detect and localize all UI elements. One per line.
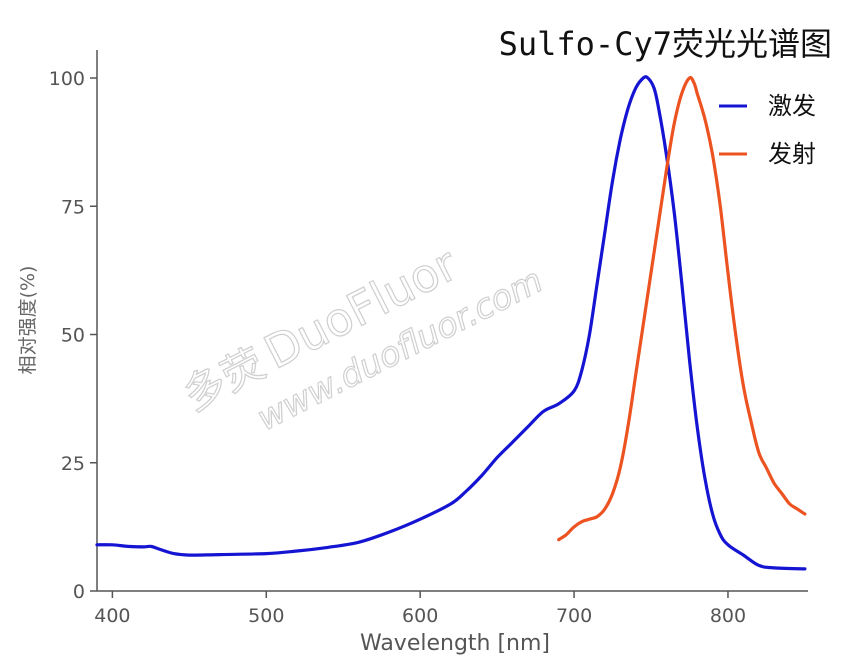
series-line-excitation (95, 75, 807, 571)
x-tick-label: 800 (710, 605, 746, 627)
x-axis-title: Wavelength [nm] (360, 631, 550, 656)
x-tick-label: 700 (556, 605, 592, 627)
x-tick-label: 500 (248, 605, 284, 627)
y-tick-label: 25 (61, 453, 85, 475)
x-tick-label: 400 (94, 605, 130, 627)
watermark: 多荧 DuoFluor www.duofluor.com (175, 236, 550, 439)
legend-label-emission: 发射 (768, 140, 816, 168)
y-axis-title: 相对强度(%) (17, 266, 39, 375)
y-tick-label: 0 (73, 581, 85, 603)
y-tick-label: 50 (61, 325, 85, 347)
x-tick-label: 600 (402, 605, 438, 627)
x-ticks: 400 500 600 700 800 (94, 591, 746, 627)
y-ticks: 0 25 50 75 100 (49, 68, 97, 603)
legend: 激发 发射 (719, 92, 816, 168)
y-tick-label: 100 (49, 68, 85, 90)
series-group (95, 75, 807, 571)
chart-title: Sulfo-Cy7荧光光谱图 (499, 25, 832, 63)
series-line-emission (557, 76, 807, 542)
legend-label-excitation: 激发 (768, 92, 816, 120)
y-tick-label: 75 (61, 196, 85, 218)
